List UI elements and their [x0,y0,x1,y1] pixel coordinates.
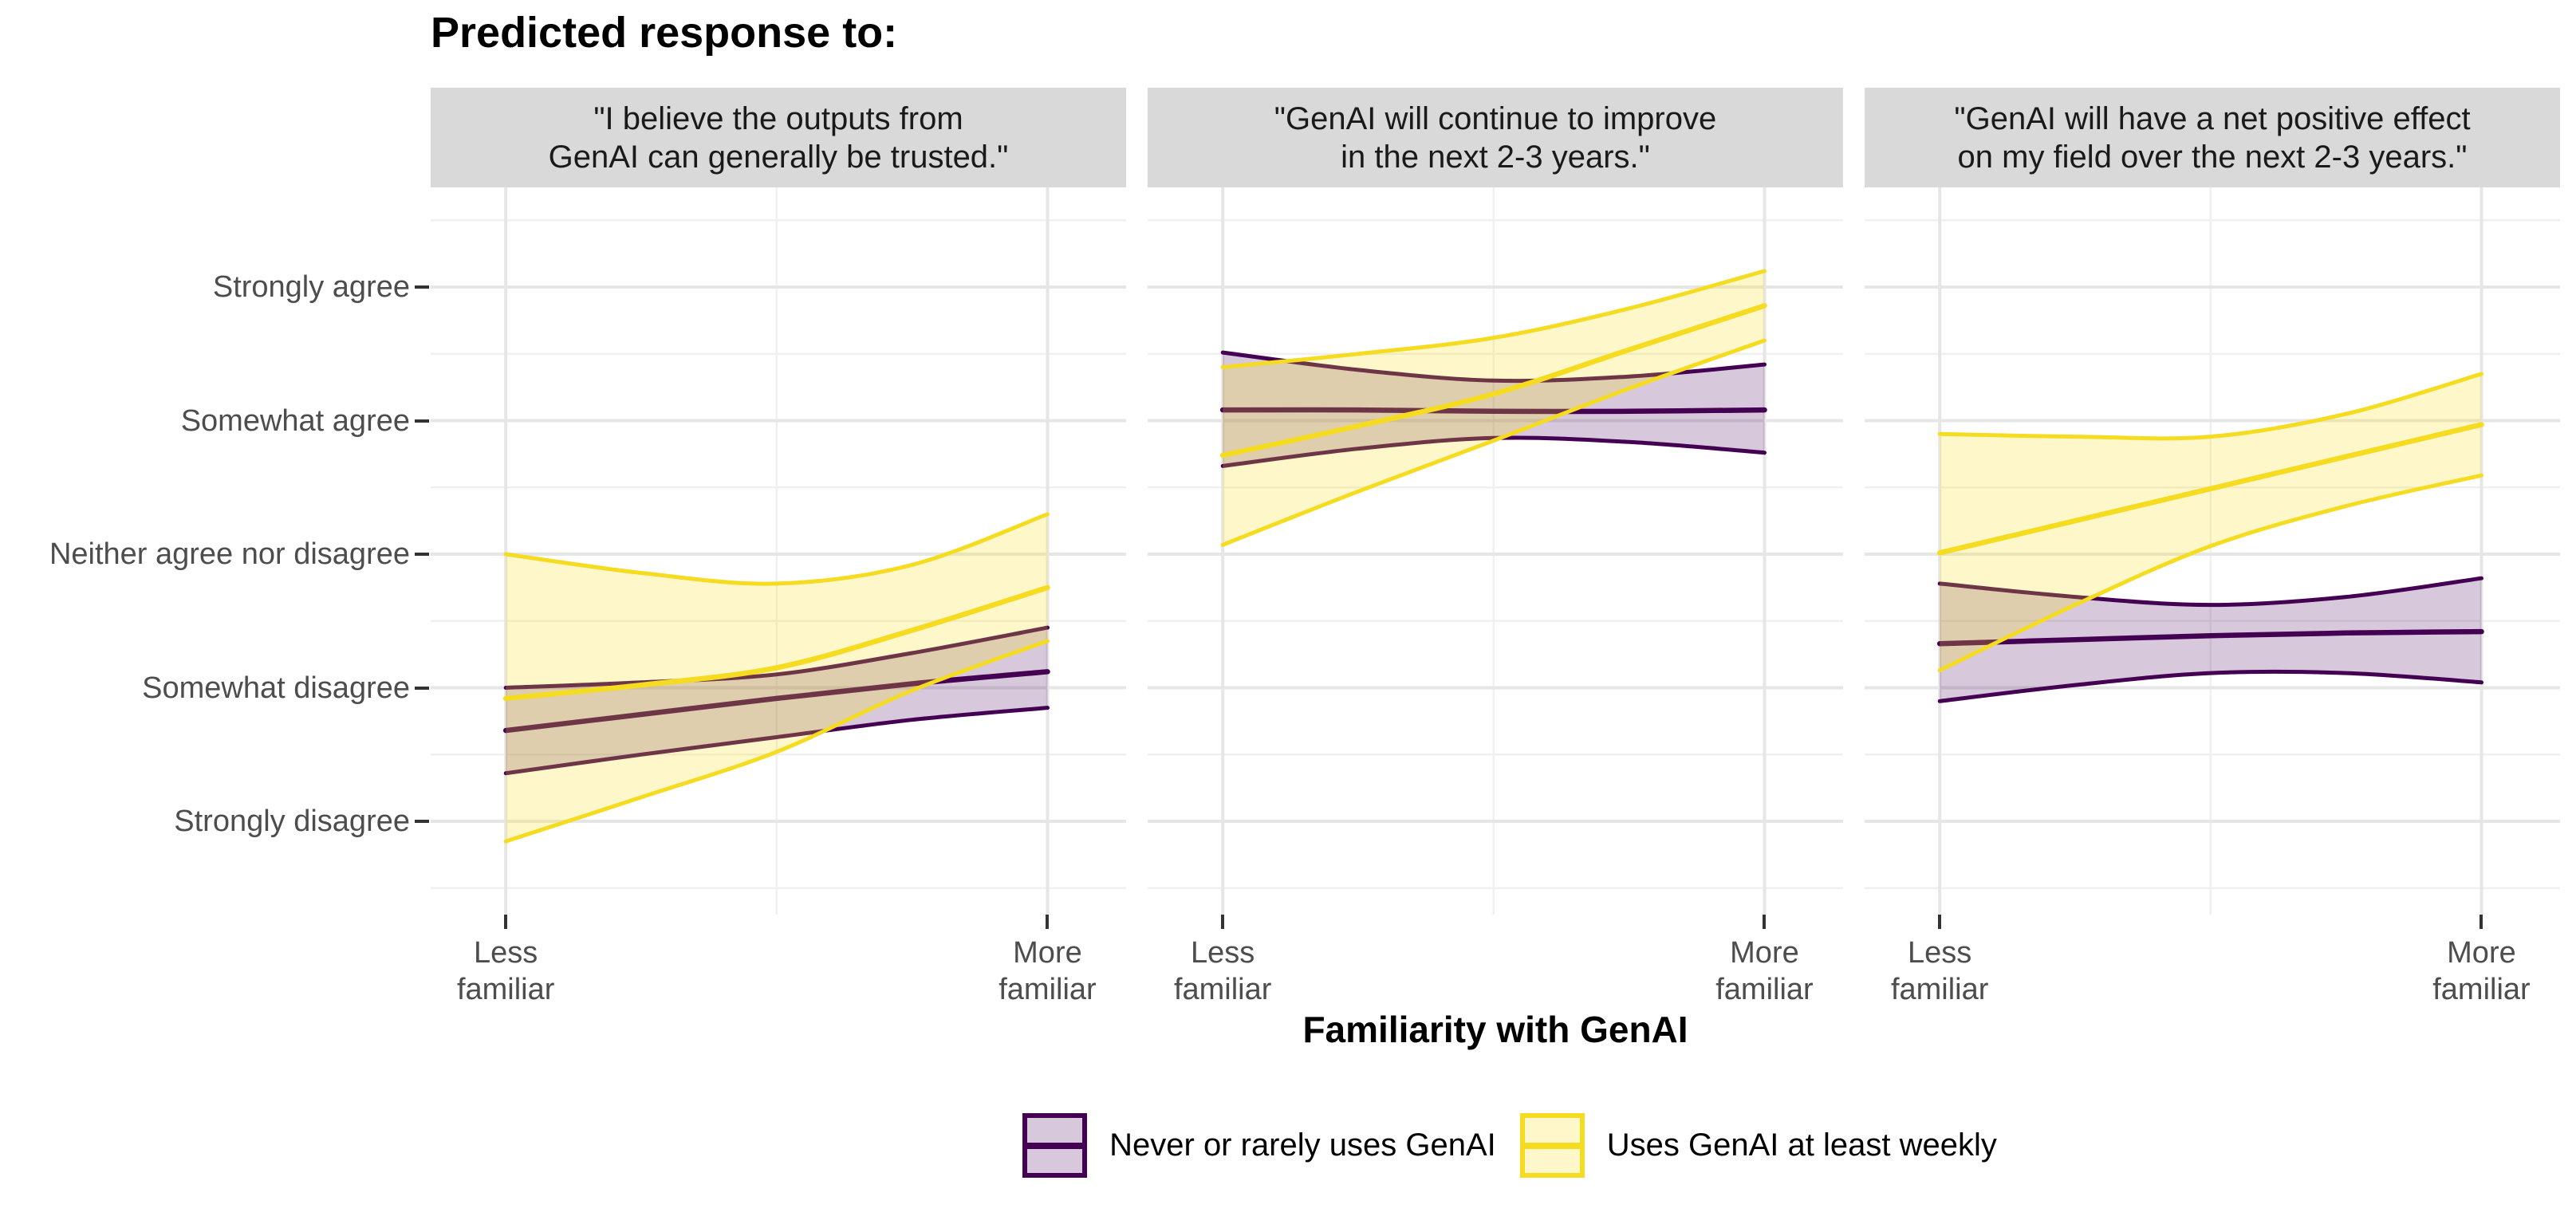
x-tick-mark [504,915,508,929]
x-tick-label-line: More [1730,936,1799,970]
x-tick-mark [2479,915,2483,929]
facet-strip-label: on my field over the next 2-3 years." [1957,139,2468,175]
y-tick-label: Somewhat disagree [142,671,410,705]
y-tick-mark [415,820,429,823]
ribbon-lower-edge [1220,338,1767,547]
facet-column: "GenAI will have a net positive effect on… [1865,88,2560,1006]
legend-key-swatch [1022,1113,1088,1178]
chart-title: Predicted response to: [431,9,898,57]
ribbon-lower-edge [503,639,1050,844]
fitted-line [1219,407,1767,415]
confidence-ribbon [1940,373,2482,671]
x-tick-label-line: More [1013,936,1082,970]
y-axis: Strongly disagree Somewhat disagree Neithe… [0,0,410,1220]
facet-column: "I believe the outputs from GenAI can gen… [431,88,1126,1006]
facet-strip: "I believe the outputs from GenAI can gen… [431,88,1126,187]
y-tick-label: Strongly agree [212,270,410,304]
x-tick-label: More familiar [1715,935,1813,1008]
x-tick-label-line: familiar [1890,973,1989,1006]
x-tick-label-line: More [2447,936,2516,970]
ribbon-upper-edge [1937,372,2483,441]
plot-panel [1148,187,1843,915]
legend-item: Uses GenAI at least weekly [1519,1113,1997,1178]
ribbon-lower-edge [1937,473,2483,673]
x-tick-mark [1763,915,1767,929]
fitted-line [1936,422,2484,556]
confidence-ribbon [1223,270,1765,545]
x-tick-mark [1046,915,1050,929]
facet-strip-label: in the next 2-3 years." [1341,139,1650,175]
x-tick-label-line: Less [1191,936,1255,970]
fitted-line [502,669,1050,734]
y-tick-mark [415,285,429,289]
legend-item-label: Uses GenAI at least weekly [1606,1128,1997,1163]
legend-item: Never or rarely uses GenAI [1022,1113,1496,1178]
ribbon-upper-edge [503,512,1050,586]
x-tick-label-line: familiar [2432,973,2531,1006]
fitted-line [1219,303,1767,458]
x-tick-label: Less familiar [1174,935,1271,1008]
y-tick-mark [415,686,429,690]
x-tick-label: Less familiar [457,935,554,1008]
x-tick-mark [1938,915,1942,929]
x-tick-label-line: familiar [1173,973,1272,1006]
y-tick-mark [415,553,429,556]
facet-strip-label: "I believe the outputs from [593,100,963,136]
x-tick-mark [1221,915,1225,929]
legend-key-line [1524,1142,1580,1149]
facet-strip-label: "GenAI will continue to improve [1274,100,1717,136]
x-tick-label-line: Less [1908,936,1972,970]
x-tick-label-line: Less [474,936,538,970]
facet-strip: "GenAI will continue to improve in the ne… [1148,88,1843,187]
facet-strip-label: GenAI can generally be trusted." [548,139,1009,175]
x-tick-label-line: familiar [456,973,555,1006]
ribbon-lower-edge [1220,435,1767,468]
y-tick-label: Strongly disagree [174,805,410,838]
ribbon-upper-edge [1220,269,1767,369]
facet-strip: "GenAI will have a net positive effect on… [1865,88,2560,187]
facet-column: "GenAI will continue to improve in the ne… [1148,88,1843,1006]
facet-strip-label: "GenAI will have a net positive effect [1954,100,2471,136]
y-tick-label: Somewhat agree [180,403,410,438]
panel-plot-area [1148,187,1843,915]
x-tick-label: More familiar [998,935,1096,1008]
x-axis-title: Familiarity with GenAI [1302,1009,1688,1050]
x-tick-label-line: familiar [1715,973,1814,1006]
plot-panel [1865,187,2560,915]
confidence-ribbon [506,514,1048,842]
x-tick-label: Less familiar [1891,935,1988,1008]
panel-plot-area [1865,187,2560,915]
legend-key-swatch [1519,1113,1585,1178]
confidence-ribbon [1940,578,2482,702]
x-tick-label-line: familiar [998,973,1097,1006]
panel-plot-area [431,187,1126,915]
y-tick-label: Neither agree nor disagree [49,537,410,571]
fitted-line [1936,628,2484,647]
fitted-line [502,584,1050,702]
ribbon-upper-edge [1937,576,2483,608]
ribbon-lower-edge [1937,669,2483,703]
y-tick-mark [415,419,429,423]
legend: Never or rarely uses GenAI Uses GenAI at … [431,1113,2560,1178]
legend-item-label: Never or rarely uses GenAI [1109,1128,1496,1163]
plot-panel [431,187,1126,915]
ribbon-lower-edge [503,706,1050,776]
legend-key-line [1027,1142,1083,1149]
x-tick-label: More familiar [2432,935,2530,1008]
ribbon-upper-edge [503,625,1050,690]
